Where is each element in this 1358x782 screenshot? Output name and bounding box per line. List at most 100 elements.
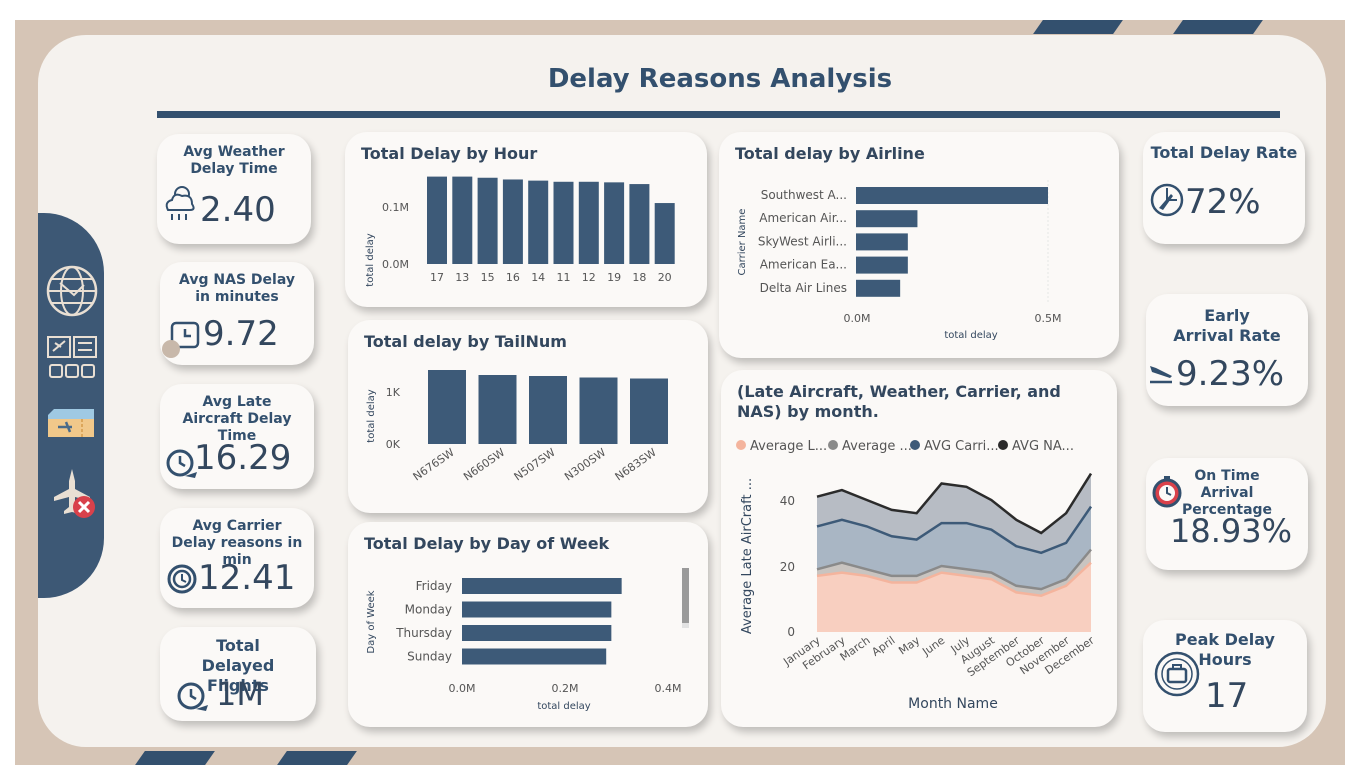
bar[interactable]: [630, 378, 668, 445]
bar[interactable]: [856, 187, 1048, 204]
kpi-card-nas-delay: Avg NAS Delay in minutes 9.72: [160, 262, 314, 365]
y-tick-label: Sunday: [407, 650, 452, 664]
x-tick-label: 18: [632, 271, 646, 284]
decor-stripe: [277, 751, 357, 765]
kpi-card-carrier-delay: Avg Carrier Delay reasons in min 12.41: [160, 508, 314, 608]
chart-title: Total Delay by Hour: [361, 144, 538, 163]
bar[interactable]: [462, 648, 607, 665]
bar[interactable]: [462, 625, 612, 641]
kpi-label: Avg Weather Delay Time: [183, 144, 285, 177]
chart-delay-by-airline[interactable]: Total delay by Airline Carrier Name tota…: [719, 132, 1119, 358]
x-tick-label: N660SW: [461, 446, 507, 484]
bar[interactable]: [629, 184, 650, 264]
flight-cancel-icon[interactable]: [44, 465, 100, 521]
y-tick-label: Thursday: [395, 626, 452, 640]
kpi-value: 16.29: [194, 438, 292, 478]
bar[interactable]: [462, 578, 622, 594]
tail-chart-svg: total delay 0K 1K N676SW N660SW N507SW N300…: [366, 370, 668, 483]
y-tick-label: 0K: [386, 438, 401, 451]
area-late-aircraft[interactable]: [817, 562, 1091, 632]
bar[interactable]: [856, 256, 908, 274]
kpi-value: 9.23%: [1176, 354, 1285, 394]
legend-label: AVG NA...: [1012, 439, 1074, 454]
bar[interactable]: [452, 176, 473, 264]
bars-group: Friday Monday Thursday Sunday: [395, 578, 622, 665]
bar[interactable]: [477, 177, 498, 264]
bar[interactable]: [604, 182, 625, 264]
series-line: [816, 472, 1093, 535]
x-tick-label: 0.0M: [844, 312, 871, 325]
bar[interactable]: [856, 210, 918, 228]
legend[interactable]: Average L... Average ... AVG Carri... AV…: [736, 439, 1074, 454]
bar[interactable]: [579, 377, 618, 445]
x-tick-label: 19: [607, 271, 621, 284]
chart-title: (Late Aircraft, Weather, Carrier, and NA…: [737, 382, 1061, 421]
bar[interactable]: [462, 601, 612, 618]
bar[interactable]: [529, 376, 567, 444]
bar[interactable]: [654, 203, 675, 264]
chart-delay-by-tailnum[interactable]: Total delay by TailNum total delay 0K 1K…: [348, 320, 708, 513]
kpi-card-late-aircraft: Avg Late Aircraft Delay Time 16.29: [160, 384, 314, 489]
legend-label: Average ...: [842, 439, 912, 454]
y-axis-label: Average Late AirCraft ...: [740, 478, 755, 634]
clock-icon: [170, 321, 200, 349]
weather-cloud-icon: [165, 186, 195, 220]
chart-delay-by-day[interactable]: Total Delay by Day of Week Day of Week t…: [348, 522, 708, 727]
chart-delay-by-hour[interactable]: Total Delay by Hour total delay 0.0M 0.1…: [345, 132, 707, 307]
bar[interactable]: [553, 181, 574, 264]
day-chart-svg: Day of Week total delay 0.0M 0.2M 0.4M F…: [366, 568, 689, 712]
bar[interactable]: [502, 179, 523, 264]
chart-delay-by-month[interactable]: (Late Aircraft, Weather, Carrier, and NA…: [721, 370, 1117, 727]
x-tick-label: 15: [481, 271, 495, 284]
decor-stripe: [1033, 20, 1123, 34]
page-title: Delay Reasons Analysis: [547, 64, 893, 94]
legend-label: Average L...: [750, 439, 827, 454]
x-tick-label: 13: [455, 271, 469, 284]
boarding-pass-icon[interactable]: [44, 393, 100, 449]
series-line: [816, 548, 1092, 591]
x-tick-label: 11: [557, 271, 571, 284]
x-tick-label: 16: [506, 271, 520, 284]
y-axis-label: total delay: [366, 389, 377, 442]
kpi-value: 17: [1205, 676, 1249, 716]
kpi-card-early-arrival: Early Arrival Rate 9.23%: [1146, 294, 1308, 406]
plane-landing-icon: [1150, 366, 1172, 384]
bar[interactable]: [427, 176, 447, 264]
scrollbar-thumb[interactable]: [682, 568, 689, 623]
y-tick-label: Southwest A...: [761, 188, 847, 202]
legend-marker: [736, 440, 746, 450]
airline-chart-svg: Carrier Name total delay 0.0M 0.5M South…: [737, 180, 1062, 341]
chart-title: Total Delay by Day of Week: [364, 534, 610, 553]
title-underline: [157, 111, 1280, 118]
decor-stripe: [1173, 20, 1263, 34]
kpi-card-weather-delay: Avg Weather Delay Time 2.40: [157, 134, 311, 244]
briefcase-clock-icon: [1154, 651, 1200, 697]
legend-label: AVG Carri...: [924, 439, 999, 454]
kpi-label: Early Arrival Rate: [1173, 306, 1281, 345]
kpi-value: 1M: [216, 675, 264, 713]
y-axis-label: Day of Week: [366, 590, 377, 653]
y-tick-label: Friday: [416, 579, 452, 593]
kpi-label: Avg Carrier Delay reasons in min: [171, 518, 303, 568]
bars-group: N676SW N660SW N507SW N300SW N683SW: [411, 370, 668, 483]
x-tick-label: 0.5M: [1035, 312, 1062, 325]
kpi-label: Avg Late Aircraft Delay Time: [182, 394, 292, 444]
bar[interactable]: [478, 375, 517, 444]
x-tick-label: 0.4M: [655, 682, 682, 695]
kpi-card-on-time-arrival: On Time Arrival Percentage 18.93%: [1146, 458, 1308, 570]
bars-group: Southwest A... American Air... SkyWest Air…: [758, 187, 1048, 297]
globe-network-icon[interactable]: [44, 263, 100, 319]
kpi-value: 12.41: [198, 558, 296, 598]
bar[interactable]: [428, 370, 466, 444]
x-tick-label: 17: [430, 271, 444, 284]
x-axis-label: total delay: [537, 701, 590, 712]
bar[interactable]: [578, 181, 599, 264]
side-navigation: [38, 213, 104, 598]
bar[interactable]: [856, 279, 901, 297]
bar[interactable]: [856, 233, 908, 251]
bar[interactable]: [528, 180, 549, 264]
stopwatch-icon: [1152, 476, 1182, 508]
decor-stripe: [135, 751, 215, 765]
slider-handle[interactable]: [162, 340, 180, 358]
airport-board-icon[interactable]: [44, 331, 100, 387]
